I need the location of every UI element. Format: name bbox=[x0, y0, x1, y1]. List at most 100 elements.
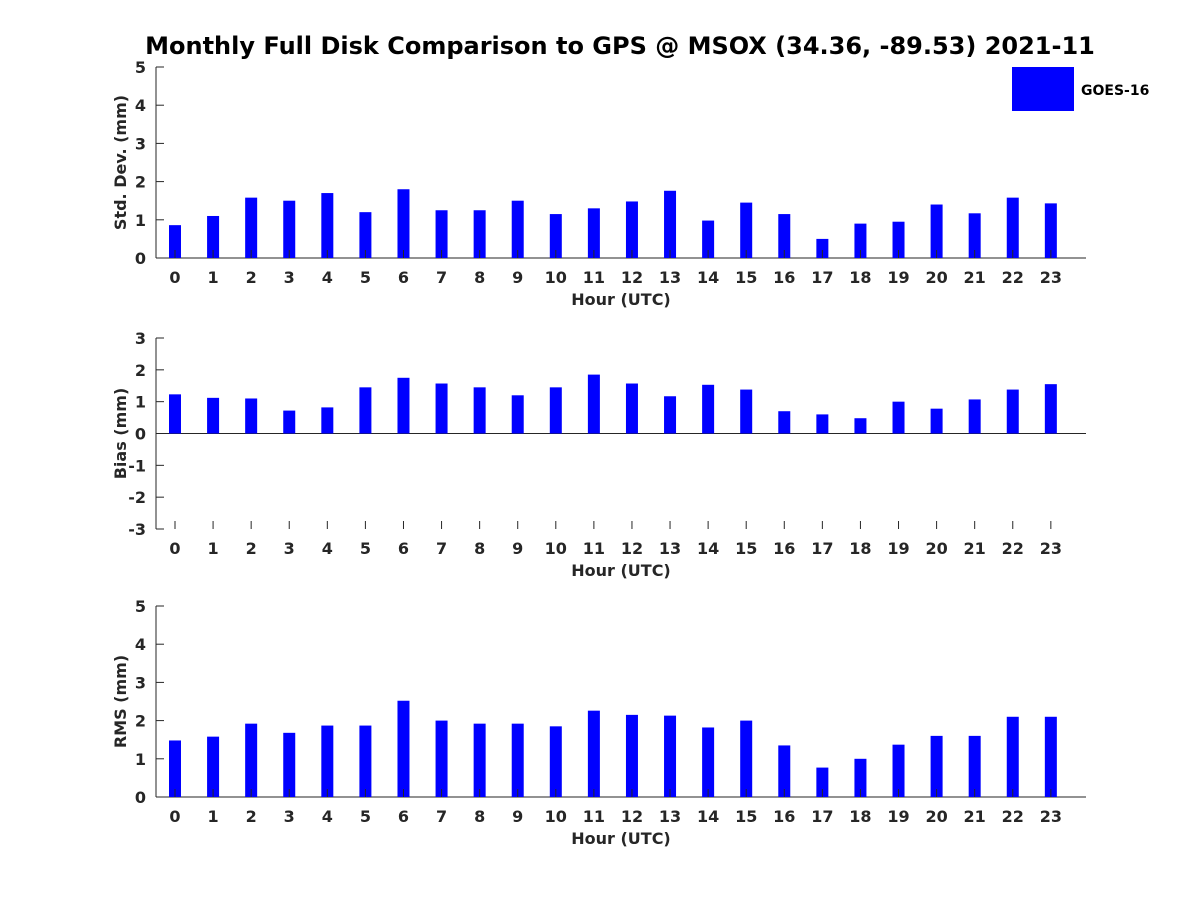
bar bbox=[1044, 203, 1057, 258]
x-tick-label: 8 bbox=[474, 539, 485, 558]
x-tick-label: 19 bbox=[887, 539, 909, 558]
y-tick-label: 0 bbox=[135, 425, 146, 444]
bar bbox=[435, 210, 448, 258]
bar bbox=[207, 736, 220, 797]
bar bbox=[549, 387, 562, 434]
x-tick-label: 4 bbox=[322, 539, 333, 558]
bar bbox=[1044, 716, 1057, 797]
bar bbox=[169, 740, 181, 797]
y-tick-label: 2 bbox=[135, 173, 146, 192]
y-axis-label: Std. Dev. (mm) bbox=[111, 95, 130, 230]
bar bbox=[625, 383, 638, 434]
bar bbox=[778, 745, 791, 797]
x-tick-label: 23 bbox=[1040, 539, 1062, 558]
bar bbox=[473, 723, 486, 797]
y-tick-label: 5 bbox=[135, 58, 146, 77]
x-tick-label: 20 bbox=[925, 539, 947, 558]
x-tick-label: 18 bbox=[849, 807, 871, 826]
x-tick-label: 6 bbox=[398, 539, 409, 558]
x-tick-label: 20 bbox=[925, 807, 947, 826]
bar bbox=[625, 714, 638, 797]
bar bbox=[892, 221, 905, 258]
x-tick-label: 3 bbox=[284, 807, 295, 826]
bar bbox=[1006, 197, 1019, 258]
bar bbox=[930, 204, 943, 258]
bar bbox=[816, 414, 829, 434]
x-tick-label: 8 bbox=[474, 268, 485, 287]
bar bbox=[892, 744, 905, 797]
x-tick-label: 15 bbox=[735, 539, 757, 558]
bar bbox=[169, 394, 181, 434]
bar bbox=[702, 220, 715, 258]
bar bbox=[816, 767, 829, 797]
bar bbox=[397, 189, 410, 258]
x-tick-label: 0 bbox=[169, 807, 180, 826]
x-tick-label: 5 bbox=[360, 268, 371, 287]
x-tick-label: 13 bbox=[659, 268, 681, 287]
bar bbox=[169, 225, 181, 258]
bar bbox=[283, 732, 296, 797]
x-tick-label: 8 bbox=[474, 807, 485, 826]
x-tick-label: 9 bbox=[512, 807, 523, 826]
y-tick-label: 0 bbox=[135, 249, 146, 268]
bar bbox=[321, 193, 334, 258]
bar bbox=[245, 398, 258, 434]
x-tick-label: 14 bbox=[697, 539, 719, 558]
y-tick-label: 1 bbox=[135, 750, 146, 769]
bar bbox=[587, 710, 600, 797]
bar bbox=[473, 387, 486, 434]
x-tick-label: 9 bbox=[512, 268, 523, 287]
bar bbox=[968, 399, 981, 434]
y-tick-label: 5 bbox=[135, 597, 146, 616]
chart-title: Monthly Full Disk Comparison to GPS @ MS… bbox=[145, 32, 1095, 60]
x-tick-label: 15 bbox=[735, 268, 757, 287]
bar bbox=[930, 408, 943, 434]
bar bbox=[778, 411, 791, 434]
x-tick-label: 21 bbox=[964, 807, 986, 826]
bar bbox=[321, 725, 334, 797]
bar bbox=[664, 190, 677, 258]
x-tick-label: 17 bbox=[811, 807, 833, 826]
y-tick-label: 3 bbox=[135, 329, 146, 348]
x-tick-label: 3 bbox=[284, 539, 295, 558]
x-tick-label: 4 bbox=[322, 268, 333, 287]
bar bbox=[587, 374, 600, 434]
bar bbox=[740, 720, 753, 797]
y-tick-label: 4 bbox=[135, 96, 146, 115]
x-tick-label: 18 bbox=[849, 539, 871, 558]
bar bbox=[854, 223, 867, 258]
x-tick-label: 22 bbox=[1002, 539, 1024, 558]
y-axis-label: RMS (mm) bbox=[111, 655, 130, 748]
x-tick-label: 11 bbox=[583, 268, 605, 287]
bar bbox=[854, 418, 867, 434]
x-tick-label: 1 bbox=[208, 268, 219, 287]
bar bbox=[511, 723, 524, 797]
bar bbox=[283, 410, 296, 434]
y-tick-label: 2 bbox=[135, 361, 146, 380]
x-tick-label: 10 bbox=[545, 268, 567, 287]
x-tick-label: 18 bbox=[849, 268, 871, 287]
x-tick-label: 14 bbox=[697, 268, 719, 287]
y-tick-label: 4 bbox=[135, 635, 146, 654]
y-tick-label: 3 bbox=[135, 673, 146, 692]
x-tick-label: 7 bbox=[436, 807, 447, 826]
x-tick-label: 20 bbox=[925, 268, 947, 287]
bar bbox=[892, 401, 905, 434]
x-tick-label: 12 bbox=[621, 268, 643, 287]
x-tick-label: 13 bbox=[659, 539, 681, 558]
x-tick-label: 23 bbox=[1040, 807, 1062, 826]
x-tick-label: 10 bbox=[545, 539, 567, 558]
bar bbox=[816, 238, 829, 258]
bar bbox=[435, 383, 448, 434]
x-tick-label: 6 bbox=[398, 268, 409, 287]
bar bbox=[664, 715, 677, 797]
x-axis-label: Hour (UTC) bbox=[571, 829, 671, 848]
bar bbox=[283, 200, 296, 258]
bar bbox=[625, 201, 638, 258]
bar bbox=[740, 202, 753, 258]
legend-swatch bbox=[1012, 67, 1074, 111]
x-tick-label: 16 bbox=[773, 268, 795, 287]
